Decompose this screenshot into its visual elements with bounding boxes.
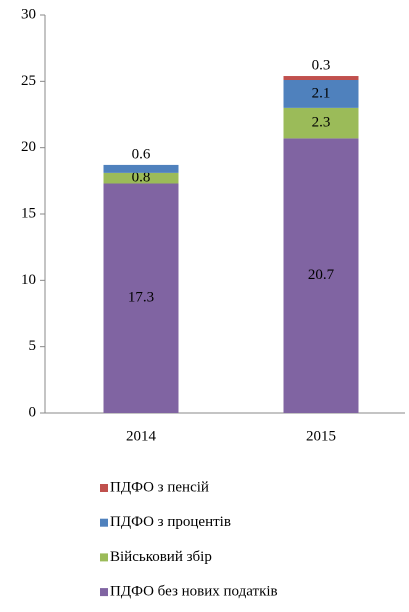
legend-swatch — [100, 553, 108, 562]
y-tick-label: 15 — [21, 205, 36, 221]
x-tick-label: 2014 — [126, 428, 157, 444]
x-tick-label: 2015 — [306, 428, 336, 444]
legend-swatch — [100, 588, 108, 597]
legend-swatch — [100, 518, 108, 527]
y-tick-label: 10 — [21, 272, 36, 288]
bar-segment — [283, 138, 359, 413]
bar-segment — [283, 107, 359, 139]
y-tick-label: 25 — [21, 73, 36, 89]
bar-segment — [103, 172, 179, 184]
data-label: 0.3 — [312, 57, 331, 73]
data-label: 0.6 — [132, 146, 151, 162]
bar-segment — [103, 183, 179, 413]
y-tick-label: 30 — [21, 6, 36, 22]
data-label: 2.1 — [312, 85, 331, 101]
y-tick-label: 0 — [29, 404, 37, 420]
y-tick-label: 20 — [21, 139, 36, 155]
legend-label: ПДФО з пенсій — [110, 479, 209, 495]
y-tick-label: 5 — [29, 338, 37, 354]
data-label: 17.3 — [128, 290, 154, 306]
legend-label: ПДФО з процентів — [110, 514, 231, 530]
legend-label: Військовий збір — [110, 549, 212, 565]
legend-label: ПДФО без нових податків — [110, 584, 278, 600]
data-label: 0.8 — [132, 170, 151, 186]
data-label: 20.7 — [308, 267, 335, 283]
data-label: 2.3 — [312, 115, 331, 131]
legend-swatch — [100, 484, 108, 492]
bar-segment — [283, 80, 359, 108]
bar-segment — [283, 76, 359, 81]
bar-segment — [103, 164, 179, 173]
